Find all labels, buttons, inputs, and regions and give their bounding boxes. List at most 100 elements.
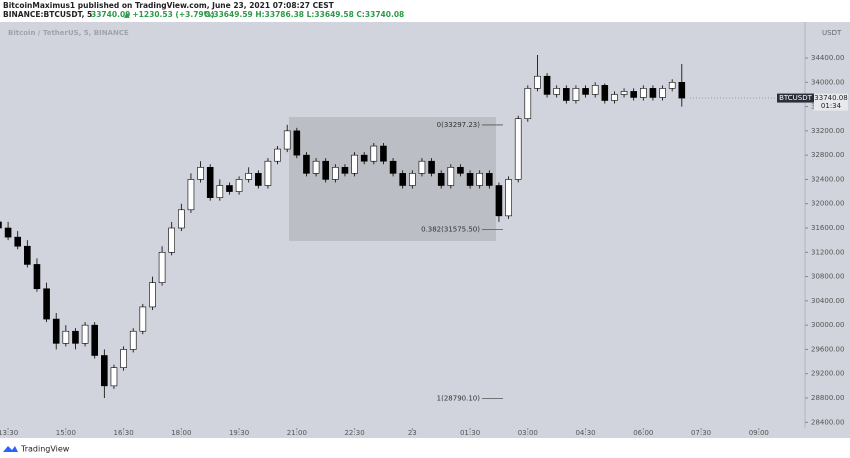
candle-body	[168, 227, 176, 253]
candle-body	[563, 88, 570, 101]
candle-body	[245, 173, 252, 180]
candle-body	[611, 94, 618, 101]
y-tick-label: 28400.00	[811, 418, 844, 426]
logo-icon	[3, 446, 18, 452]
y-tick-label: 28800.00	[811, 394, 844, 402]
candle-body	[52, 318, 60, 344]
candle-body	[553, 88, 560, 95]
y-tick-label: 31600.00	[811, 224, 844, 232]
x-tick-label: 23	[408, 429, 417, 437]
candle-body	[341, 166, 349, 174]
level-label: 0(33297.23)	[437, 121, 481, 129]
y-tick-label: 34000.00	[811, 78, 844, 86]
x-tick-label: 03:00	[518, 429, 538, 437]
candle-body	[649, 88, 657, 98]
x-tick-label: 16:30	[113, 429, 133, 437]
y-tick-label: 30400.00	[811, 297, 844, 305]
x-tick-label: 06:00	[633, 429, 653, 437]
y-tick-label: 30000.00	[811, 321, 844, 329]
candle-body	[399, 173, 406, 186]
candle-body	[332, 166, 339, 180]
logo: TradingView	[3, 445, 70, 454]
x-tick-label: 19:30	[229, 429, 249, 437]
candle-body	[457, 166, 464, 174]
candle-body	[630, 91, 637, 98]
watermark: Bitcoin / TetherUS, 5, BINANCE	[8, 29, 129, 37]
symbol: BINANCE:BTCUSDT, 5	[3, 10, 92, 19]
candle-body	[101, 355, 108, 387]
x-tick-label: 13:30	[0, 429, 18, 437]
candle-body	[255, 173, 262, 186]
candle-body	[543, 75, 551, 95]
candle-body	[81, 324, 89, 344]
ohlc: O:33649.59 H:33786.38 L:33649.58 C:33740…	[204, 10, 404, 19]
candle-body	[14, 236, 22, 247]
candle-body	[591, 85, 599, 95]
candle-body	[62, 330, 70, 344]
candle-body	[418, 160, 426, 174]
candle-body	[534, 75, 541, 89]
level-label: 0.382(31575.50)	[421, 225, 480, 233]
candle-body	[274, 148, 281, 162]
candle-body	[601, 85, 609, 101]
candle-body	[43, 288, 50, 320]
x-tick-label: 15:00	[56, 429, 76, 437]
candle-body	[582, 88, 589, 95]
level-label: 1(28790.10)	[437, 395, 481, 403]
x-tick-label: 09:00	[749, 429, 769, 437]
candle-body	[139, 306, 147, 332]
candle-body	[264, 160, 272, 186]
candle-body	[447, 166, 455, 186]
candle-body	[303, 154, 310, 174]
candle-body	[409, 173, 416, 186]
y-tick-label: 29600.00	[811, 345, 844, 353]
x-tick-label: 18:00	[171, 429, 191, 437]
candle-body	[428, 160, 435, 174]
price-tag-value: 33740.08	[814, 94, 847, 102]
y-tick-label: 34400.00	[811, 54, 844, 62]
candle-body	[187, 179, 195, 211]
candle-body	[293, 130, 301, 156]
candle-body	[466, 173, 474, 186]
candle-body	[620, 91, 628, 95]
candle-body	[370, 145, 378, 162]
symbol-tag-label: BTCUSDT	[779, 94, 813, 102]
axis-unit: USDT	[822, 29, 842, 37]
candle-body	[380, 145, 387, 162]
candle-body	[0, 221, 2, 229]
candle-body	[389, 160, 397, 174]
candle-body	[283, 130, 291, 150]
candle-body	[524, 88, 532, 120]
candle-body	[226, 185, 233, 192]
candle-body	[235, 179, 243, 192]
last-price: 33740.09	[91, 10, 130, 19]
change: ▲ +1230.53 (+3.79%)	[124, 10, 215, 19]
candle-body	[495, 185, 503, 217]
candle-body	[91, 324, 99, 356]
y-tick-label: 32000.00	[811, 200, 844, 208]
y-tick-label: 30800.00	[811, 273, 844, 281]
candle-body	[514, 118, 522, 180]
candle-body	[24, 245, 31, 265]
y-tick-label: 31200.00	[811, 248, 844, 256]
candle-body	[351, 154, 358, 174]
brand: TradingView	[20, 445, 70, 454]
candle-body	[216, 185, 224, 198]
y-tick-label: 33200.00	[811, 127, 844, 135]
candle-body	[158, 251, 166, 283]
candle-body	[110, 367, 118, 387]
candle-body	[572, 88, 580, 101]
price-tag	[814, 93, 848, 111]
candle-body	[437, 173, 445, 186]
candle-body	[197, 166, 204, 180]
candle-body	[178, 209, 185, 229]
candle-body	[486, 173, 493, 186]
candle-body	[33, 264, 41, 290]
x-tick-label: 01:30	[460, 429, 480, 437]
candle-body	[678, 81, 686, 99]
time-axis	[0, 428, 850, 438]
y-tick-label: 32800.00	[811, 151, 844, 159]
candle-body	[312, 160, 320, 174]
symbol-tag	[777, 93, 814, 103]
